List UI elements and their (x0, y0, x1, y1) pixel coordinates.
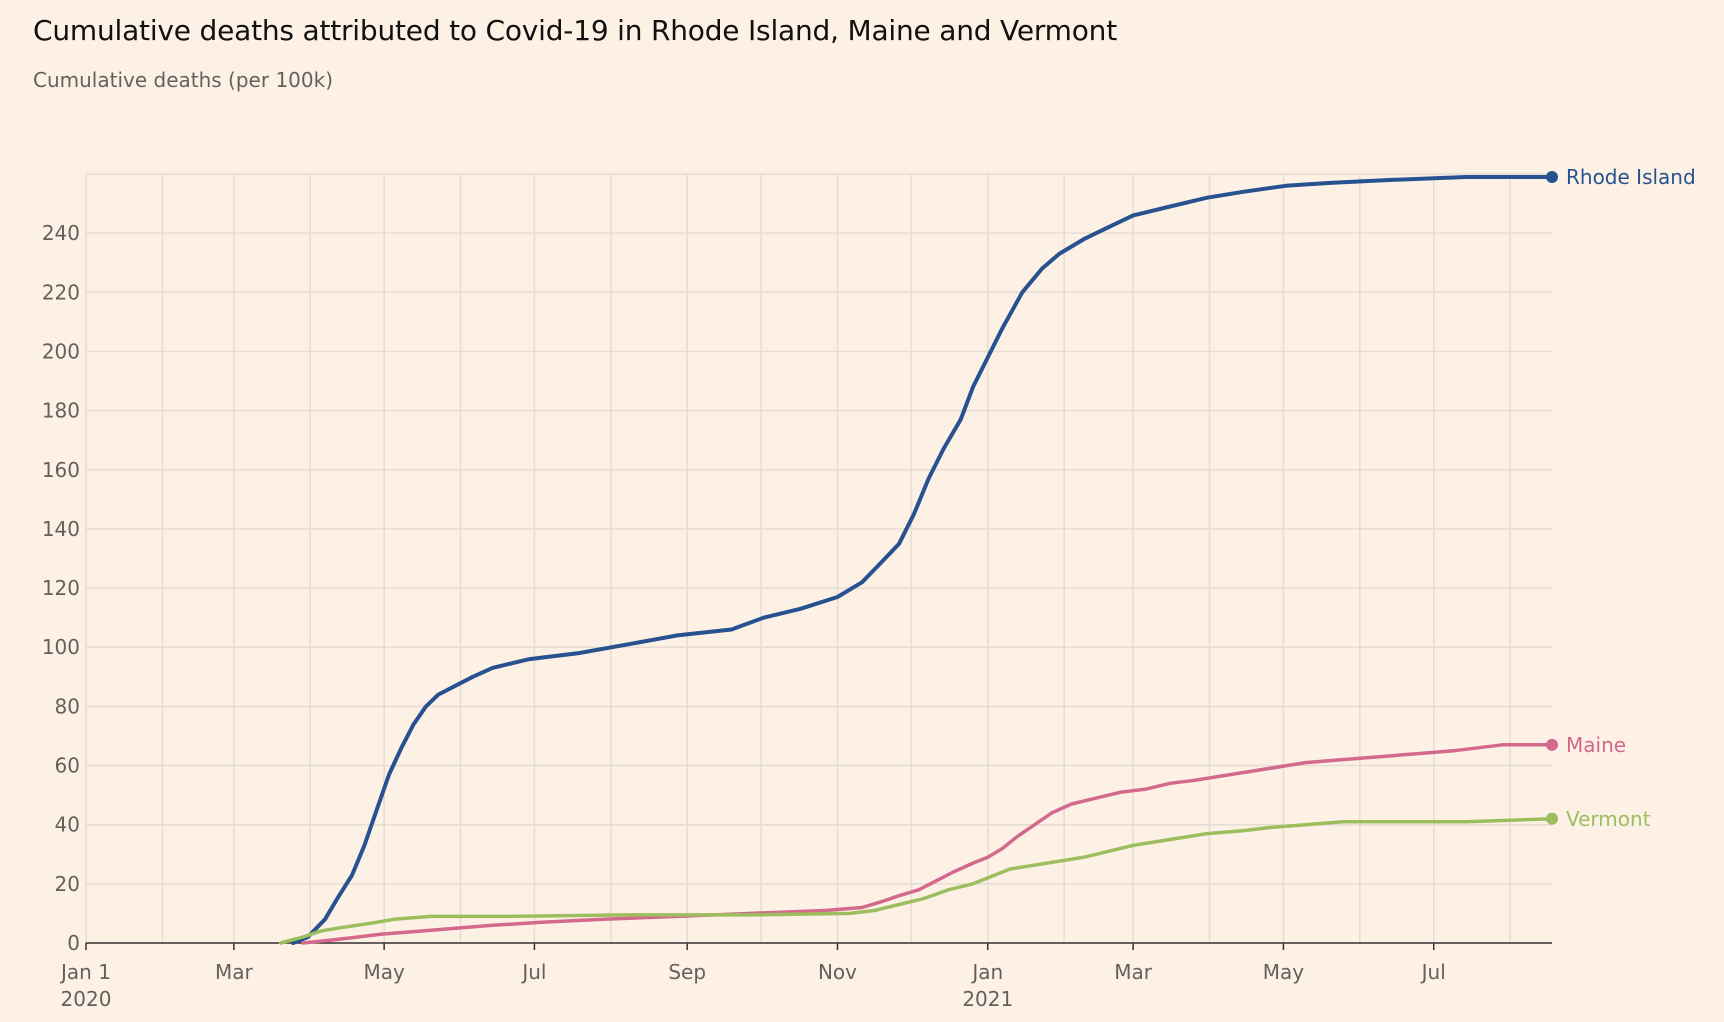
x-tick-label: May (363, 960, 405, 984)
x-tick-label: Jan 1 (59, 960, 111, 984)
series-lines (278, 175, 1554, 945)
series-line-rhode-island (291, 175, 1554, 945)
series-line-vermont (278, 817, 1554, 945)
axes: 0 20 40 60 80 100 120 140 160 180 200 220 240 Jan 1 20… (42, 221, 1552, 1011)
y-tick-label: 200 (42, 339, 80, 363)
legend-label-rhode-island: Rhode Island (1566, 165, 1696, 189)
x-tick-label: Nov (818, 960, 857, 984)
x-tick-label: Mar (215, 960, 254, 984)
x-tick-label: Jan (970, 960, 1003, 984)
y-tick-label: 0 (67, 931, 80, 955)
series-end-dot-maine (1546, 738, 1558, 751)
series-end-dot-rhode-island (1546, 170, 1558, 183)
y-tick-label: 180 (42, 399, 80, 423)
grid (85, 173, 1552, 943)
series-line-maine (301, 743, 1554, 945)
series-end-dot-vermont (1546, 812, 1558, 825)
y-tick-label: 160 (42, 458, 80, 482)
x-tick-label: Jul (520, 960, 546, 984)
x-tick-label: Mar (1114, 960, 1153, 984)
chart-title: Cumulative deaths attributed to Covid-19… (33, 14, 1118, 47)
chart-subtitle: Cumulative deaths (per 100k) (33, 68, 333, 92)
y-tick-label: 80 (55, 694, 80, 718)
x-tick-label: May (1263, 960, 1305, 984)
y-tick-label: 100 (42, 635, 80, 659)
y-tick-label: 220 (42, 280, 80, 304)
legend: Rhode Island Maine Vermont (1546, 165, 1696, 831)
x-tick-label: Sep (668, 960, 706, 984)
y-tick-label: 20 (55, 872, 80, 896)
legend-label-vermont: Vermont (1566, 807, 1651, 831)
y-tick-label: 140 (42, 517, 80, 541)
y-tick-label: 60 (55, 754, 80, 778)
x-tick-year-label: 2020 (61, 987, 112, 1011)
y-tick-label: 120 (42, 576, 80, 600)
legend-label-maine: Maine (1566, 733, 1626, 757)
y-tick-label: 240 (42, 221, 80, 245)
x-tick-year-label: 2021 (962, 987, 1013, 1011)
x-tick-label: Jul (1420, 960, 1446, 984)
y-tick-label: 40 (55, 813, 80, 837)
